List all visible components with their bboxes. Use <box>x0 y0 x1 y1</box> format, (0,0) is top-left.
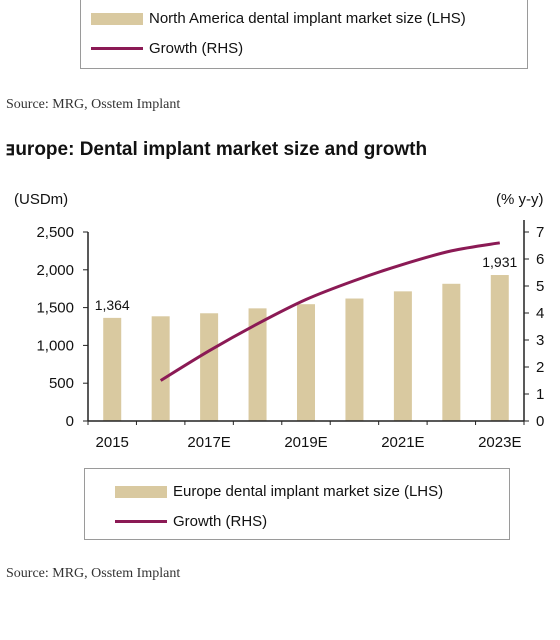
legend-label: North America dental implant market size… <box>149 10 466 27</box>
top-legend-item-bar: North America dental implant market size… <box>91 10 466 27</box>
x-tick-label: 2015 <box>96 434 129 451</box>
right-tick-label: 3 <box>536 332 544 349</box>
bottom-legend-item-line: Growth (RHS) <box>115 513 267 530</box>
right-tick-label: 6 <box>536 251 544 268</box>
right-tick-label: 0 <box>536 413 544 430</box>
left-tick-label: 2,500 <box>36 224 74 241</box>
legend-swatch-bar <box>115 485 167 498</box>
growth-line <box>159 241 501 382</box>
bar-2021E <box>393 291 412 421</box>
x-tick-label: 2019E <box>284 434 327 451</box>
bottom-legend-item-bar: Europe dental implant market size (LHS) <box>115 483 443 500</box>
right-axis-unit: (% y-y) <box>496 191 544 208</box>
legend-swatch-line <box>91 47 143 50</box>
bottom-source: Source: MRG, Osstem Implant <box>6 566 181 581</box>
left-tick-label: 1,000 <box>36 337 74 354</box>
x-tick-label: 2023E <box>478 434 521 451</box>
data-label-2023E: 1,931 <box>482 254 517 270</box>
bar-2020E <box>345 298 364 421</box>
legend-swatch-bar <box>91 12 143 25</box>
ticks-layer: 0 500 1,000 1,500 2,000 2,500 0 1 2 3 4 5 6 7 2015 2017… <box>36 224 544 451</box>
bar-2016E <box>151 316 170 421</box>
line-layer <box>159 241 501 382</box>
bar-2019E <box>297 304 315 421</box>
legend-swatch-line <box>115 520 167 523</box>
bar-2017E <box>200 313 219 421</box>
top-legend: North America dental implant market size… <box>80 0 528 69</box>
legend-label: Growth (RHS) <box>149 40 244 57</box>
legend-label: Europe dental implant market size (LHS) <box>173 483 444 500</box>
chart-title: ⱻurope: Dental implant market size and g… <box>6 139 428 160</box>
x-tick-label: 2021E <box>381 434 424 451</box>
chart-svg: (USDm) (% y-y) 05001,0001,5002,0002,5000… <box>14 191 544 451</box>
bar-2018E <box>248 308 267 421</box>
bars-layer <box>103 275 509 421</box>
left-axis-unit: (USDm) <box>14 191 68 208</box>
bottom-legend: Europe dental implant market size (LHS) … <box>84 468 510 540</box>
bar-2023E <box>490 275 509 421</box>
labels-layer: 1,364 1,931 <box>95 254 518 313</box>
right-tick-label: 2 <box>536 359 544 376</box>
top-source: Source: MRG, Osstem Implant <box>6 97 181 112</box>
left-tick-label: 0 <box>66 413 74 430</box>
right-tick-label: 4 <box>536 305 544 322</box>
top-legend-item-line: Growth (RHS) <box>91 40 243 57</box>
x-tick-label: 2017E <box>187 434 230 451</box>
left-tick-label: 2,000 <box>36 262 74 279</box>
data-label-2015: 1,364 <box>95 297 130 313</box>
right-tick-label: 5 <box>536 278 544 295</box>
bar-2022E <box>442 283 461 421</box>
left-tick-label: 1,500 <box>36 300 74 317</box>
axes-layer <box>87 220 525 422</box>
left-tick-label: 500 <box>49 375 74 392</box>
legend-label: Growth (RHS) <box>173 513 268 530</box>
right-tick-label: 1 <box>536 386 544 403</box>
right-tick-label: 7 <box>536 224 544 241</box>
bar-2015 <box>103 317 122 421</box>
